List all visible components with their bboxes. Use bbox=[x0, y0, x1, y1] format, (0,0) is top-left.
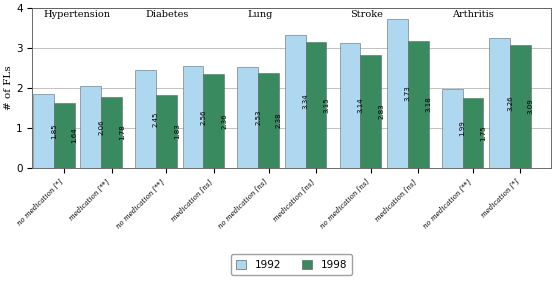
Bar bbox=[135, 70, 156, 168]
Text: 1.78: 1.78 bbox=[119, 125, 125, 140]
Text: 2.83: 2.83 bbox=[378, 104, 384, 119]
Text: 3.26: 3.26 bbox=[507, 95, 513, 111]
Bar bbox=[238, 67, 258, 168]
Text: 1.64: 1.64 bbox=[72, 128, 78, 143]
Text: 2.56: 2.56 bbox=[200, 109, 206, 125]
Text: 3.09: 3.09 bbox=[528, 99, 534, 114]
Text: 2.06: 2.06 bbox=[98, 119, 104, 135]
Text: 3.18: 3.18 bbox=[426, 97, 432, 113]
Bar bbox=[442, 88, 463, 168]
Bar bbox=[156, 95, 176, 168]
Bar bbox=[285, 35, 306, 168]
Text: 1.99: 1.99 bbox=[460, 121, 466, 136]
Text: 2.36: 2.36 bbox=[221, 113, 227, 129]
Bar bbox=[54, 103, 74, 168]
Text: 1.83: 1.83 bbox=[174, 124, 180, 139]
Legend: 1992, 1998: 1992, 1998 bbox=[231, 254, 352, 275]
Text: 1.75: 1.75 bbox=[481, 125, 486, 141]
Bar bbox=[408, 41, 428, 168]
Text: 1.85: 1.85 bbox=[51, 123, 57, 139]
Bar bbox=[183, 66, 204, 168]
Text: Arthritis: Arthritis bbox=[452, 10, 494, 19]
Bar bbox=[204, 74, 224, 168]
Text: 3.15: 3.15 bbox=[324, 97, 329, 113]
Text: 3.34: 3.34 bbox=[302, 94, 309, 109]
Bar bbox=[258, 73, 279, 168]
Bar bbox=[360, 55, 381, 168]
Bar bbox=[101, 97, 122, 168]
Text: 2.38: 2.38 bbox=[276, 113, 282, 128]
Text: Hypertension: Hypertension bbox=[43, 10, 110, 19]
Bar bbox=[490, 38, 510, 168]
Bar bbox=[33, 94, 54, 168]
Bar bbox=[340, 43, 360, 168]
Bar bbox=[306, 42, 326, 168]
Text: Stroke: Stroke bbox=[350, 10, 383, 19]
Text: Diabetes: Diabetes bbox=[145, 10, 189, 19]
Bar bbox=[463, 98, 483, 168]
Text: 3.14: 3.14 bbox=[357, 97, 364, 113]
Bar bbox=[80, 86, 101, 168]
Text: Lung: Lung bbox=[248, 10, 273, 19]
Bar bbox=[510, 45, 531, 168]
Text: 2.45: 2.45 bbox=[153, 111, 159, 127]
Text: 2.53: 2.53 bbox=[255, 110, 261, 125]
Bar bbox=[387, 19, 408, 168]
Text: 3.73: 3.73 bbox=[405, 86, 411, 101]
Y-axis label: # of FLs: # of FLs bbox=[4, 66, 13, 110]
